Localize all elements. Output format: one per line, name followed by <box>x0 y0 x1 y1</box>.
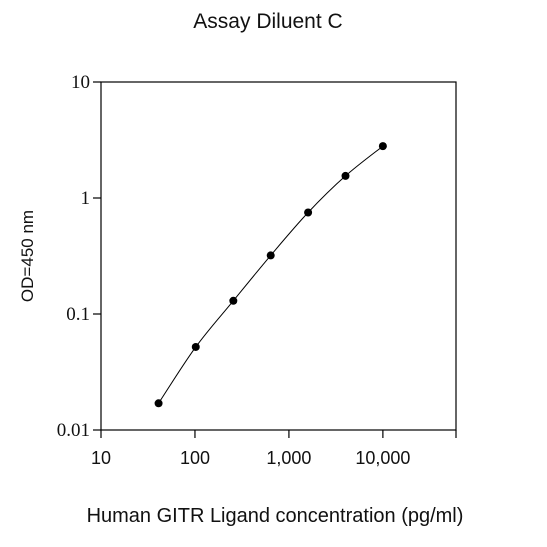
data-point <box>229 296 238 305</box>
y-axis-tick-labels: 0.01 0.1 1 10 <box>57 72 90 441</box>
y-tick-label: 0.01 <box>57 420 90 441</box>
y-tick-label: 1 <box>81 188 91 209</box>
y-tick-label: 0.1 <box>66 304 90 325</box>
data-point <box>191 342 200 351</box>
x-axis-title: Human GITR Ligand concentration (pg/ml) <box>87 505 464 527</box>
axis-ticks <box>93 81 457 438</box>
x-axis-tick-labels: 10 100 1,000 10,000 <box>91 448 410 468</box>
plot-frame <box>100 81 457 431</box>
y-axis-title: OD=450 nm <box>18 210 37 302</box>
data-point <box>341 171 350 180</box>
data-point <box>304 208 313 217</box>
x-tick-label: 10,000 <box>355 448 410 468</box>
fit-curve <box>158 145 384 404</box>
x-tick-label: 10 <box>91 448 111 468</box>
data-points <box>154 142 387 408</box>
y-tick-label: 10 <box>71 72 90 93</box>
x-tick-label: 100 <box>180 448 210 468</box>
data-point <box>378 142 387 151</box>
data-point <box>266 251 275 260</box>
data-point <box>154 399 163 408</box>
chart-title: Assay Diluent C <box>193 10 342 33</box>
x-tick-label: 1,000 <box>266 448 311 468</box>
